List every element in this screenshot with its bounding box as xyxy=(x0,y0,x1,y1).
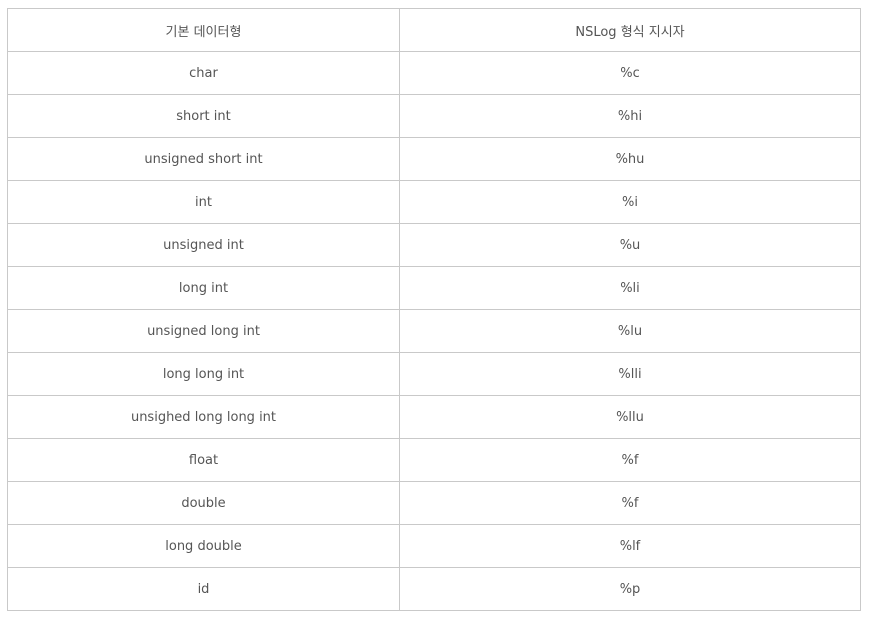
data-type-cell: float xyxy=(7,438,400,482)
format-specifier-cell: %lu xyxy=(399,309,861,353)
table-row: id %p xyxy=(7,567,861,611)
format-specifier-cell: %lf xyxy=(399,524,861,568)
format-specifier-cell: %li xyxy=(399,266,861,310)
header-data-type: 기본 데이터형 xyxy=(7,8,400,52)
data-type-cell: short int xyxy=(7,94,400,138)
format-specifier-table-container: 기본 데이터형 NSLog 형식 지시자 char %c short int %… xyxy=(7,8,861,611)
format-specifier-cell: %hi xyxy=(399,94,861,138)
table-row: double %f xyxy=(7,481,861,525)
table-row: unsighed long long int %llu xyxy=(7,395,861,439)
data-type-cell: char xyxy=(7,51,400,95)
data-type-cell: double xyxy=(7,481,400,525)
table-row: long long int %lli xyxy=(7,352,861,396)
data-type-cell: long double xyxy=(7,524,400,568)
format-specifier-cell: %f xyxy=(399,481,861,525)
data-type-cell: long int xyxy=(7,266,400,310)
table-row: float %f xyxy=(7,438,861,482)
format-specifier-cell: %p xyxy=(399,567,861,611)
table-row: short int %hi xyxy=(7,94,861,138)
table-row: unsigned int %u xyxy=(7,223,861,267)
format-specifier-cell: %lli xyxy=(399,352,861,396)
table-row: unsigned long int %lu xyxy=(7,309,861,353)
format-specifier-cell: %llu xyxy=(399,395,861,439)
format-specifier-table: 기본 데이터형 NSLog 형식 지시자 char %c short int %… xyxy=(7,8,861,611)
format-specifier-cell: %hu xyxy=(399,137,861,181)
data-type-cell: unsighed long long int xyxy=(7,395,400,439)
format-specifier-cell: %u xyxy=(399,223,861,267)
format-specifier-cell: %c xyxy=(399,51,861,95)
data-type-cell: int xyxy=(7,180,400,224)
data-type-cell: unsigned short int xyxy=(7,137,400,181)
table-row: unsigned short int %hu xyxy=(7,137,861,181)
table-row: long double %lf xyxy=(7,524,861,568)
data-type-cell: long long int xyxy=(7,352,400,396)
data-type-cell: id xyxy=(7,567,400,611)
format-specifier-cell: %f xyxy=(399,438,861,482)
table-row: long int %li xyxy=(7,266,861,310)
table-header-row: 기본 데이터형 NSLog 형식 지시자 xyxy=(7,8,861,52)
header-format-specifier: NSLog 형식 지시자 xyxy=(399,8,861,52)
table-row: int %i xyxy=(7,180,861,224)
data-type-cell: unsigned long int xyxy=(7,309,400,353)
data-type-cell: unsigned int xyxy=(7,223,400,267)
table-row: char %c xyxy=(7,51,861,95)
format-specifier-cell: %i xyxy=(399,180,861,224)
